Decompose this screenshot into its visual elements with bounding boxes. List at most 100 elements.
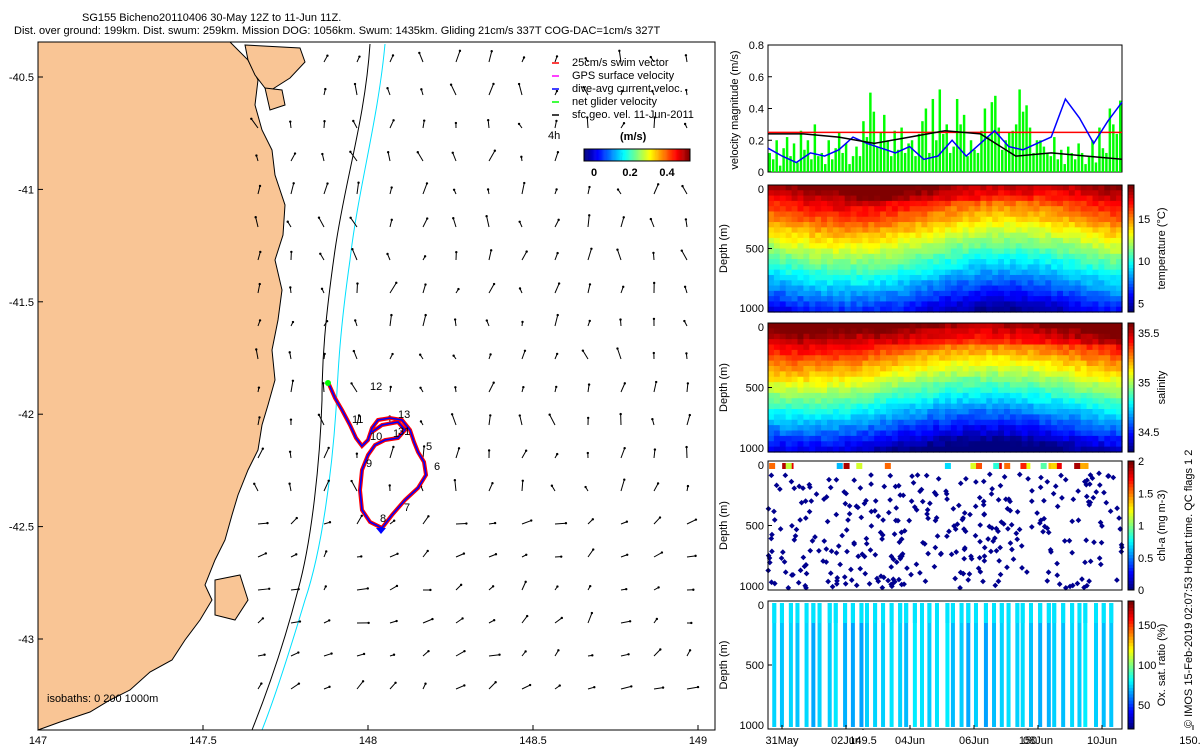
field-cell (1039, 430, 1046, 437)
field-cell (1009, 285, 1017, 292)
geo-velocity-arrowhead (424, 283, 427, 286)
field-cell (1015, 185, 1023, 191)
field-cell (927, 339, 934, 346)
field-cell (1021, 301, 1029, 308)
field-cell (1004, 355, 1011, 362)
field-cell (785, 339, 793, 346)
field-cell (815, 264, 822, 271)
geo-velocity-arrowhead (686, 484, 690, 488)
depth-colorbar-tick-label: 0 (1138, 585, 1144, 597)
field-cell (980, 409, 987, 415)
field-cell (862, 371, 869, 378)
field-cell (986, 259, 993, 265)
geo-velocity-arrowhead (684, 218, 688, 221)
field-cell (785, 446, 793, 453)
field-cell (921, 195, 928, 202)
field-cell (933, 301, 940, 308)
field-cell (832, 398, 840, 405)
geo-velocity-arrowhead (325, 550, 328, 553)
field-cell (797, 430, 804, 437)
field-cell (827, 216, 834, 223)
field-cell (868, 382, 875, 389)
field-cell (974, 387, 981, 394)
field-cell (974, 344, 981, 351)
field-cell (1027, 232, 1035, 239)
chl-sample (798, 499, 805, 506)
chl-sample (1096, 470, 1102, 477)
field-cell (1015, 409, 1023, 415)
field-cell (974, 227, 981, 234)
field-cell (815, 323, 822, 329)
geo-velocity-arrowhead (486, 118, 490, 122)
field-cell (803, 264, 810, 271)
net-velocity-bar (876, 146, 879, 172)
field-cell (827, 392, 834, 399)
field-cell (1027, 333, 1035, 340)
field-cell (874, 360, 881, 367)
colorbar-tick-label: 0.4 (659, 167, 675, 179)
field-cell (909, 200, 917, 207)
field-cell (933, 371, 940, 378)
geo-velocity-arrow (255, 217, 259, 228)
field-cell (1080, 371, 1088, 378)
field-cell (891, 435, 899, 442)
field-cell (1092, 285, 1099, 292)
velocity-ytick-label: 0.8 (749, 40, 764, 52)
field-cell (909, 227, 917, 234)
oxygen-profile-top (945, 603, 950, 623)
field-cell (886, 355, 893, 362)
chl-sample (908, 571, 914, 578)
field-cell (886, 403, 893, 410)
field-cell (1057, 232, 1064, 239)
field-cell (962, 280, 970, 287)
field-cell (874, 274, 881, 281)
field-cell (1092, 274, 1099, 281)
geo-velocity-arrowhead (491, 482, 494, 485)
field-cell (815, 206, 822, 213)
field-cell (838, 259, 846, 265)
field-cell (968, 392, 976, 399)
chl-sample (879, 584, 886, 591)
field-cell (1080, 216, 1088, 223)
geo-velocity-arrow (518, 83, 523, 96)
field-cell (945, 222, 952, 228)
field-cell (1039, 398, 1046, 405)
field-cell (909, 253, 917, 260)
chl-sample (980, 502, 987, 508)
depth-colorbar-swatch (1128, 544, 1134, 549)
field-cell (768, 435, 775, 442)
field-cell (939, 285, 946, 292)
field-cell (1104, 306, 1111, 313)
field-cell (779, 403, 787, 410)
field-cell (921, 398, 928, 405)
field-cell (956, 296, 964, 303)
chl-sample (957, 584, 963, 591)
chl-sample (885, 577, 891, 584)
oxygen-profile-top (912, 603, 917, 623)
field-cell (874, 190, 881, 197)
field-cell (850, 366, 858, 372)
colorbar-swatch (605, 149, 607, 161)
field-cell (821, 274, 828, 281)
field-cell (1045, 248, 1052, 255)
geo-velocity-arrowhead (548, 413, 551, 416)
field-cell (850, 222, 858, 228)
depth-colorbar-swatch (1128, 416, 1134, 421)
oxygen-profile (772, 603, 777, 727)
depth-colorbar-swatch (1128, 251, 1134, 256)
field-cell (862, 425, 869, 432)
depth-colorbar-tick-label: 5 (1138, 299, 1144, 311)
field-cell (862, 269, 869, 276)
field-cell (856, 237, 863, 244)
chl-sample (778, 555, 785, 561)
field-cell (856, 382, 863, 389)
field-cell (1074, 285, 1082, 292)
geo-velocity-arrowhead (355, 452, 359, 455)
field-cell (1009, 211, 1017, 218)
field-cell (791, 328, 799, 335)
field-cell (903, 206, 911, 213)
field-cell (791, 419, 799, 426)
chl-sample (841, 489, 848, 495)
field-cell (909, 222, 917, 228)
